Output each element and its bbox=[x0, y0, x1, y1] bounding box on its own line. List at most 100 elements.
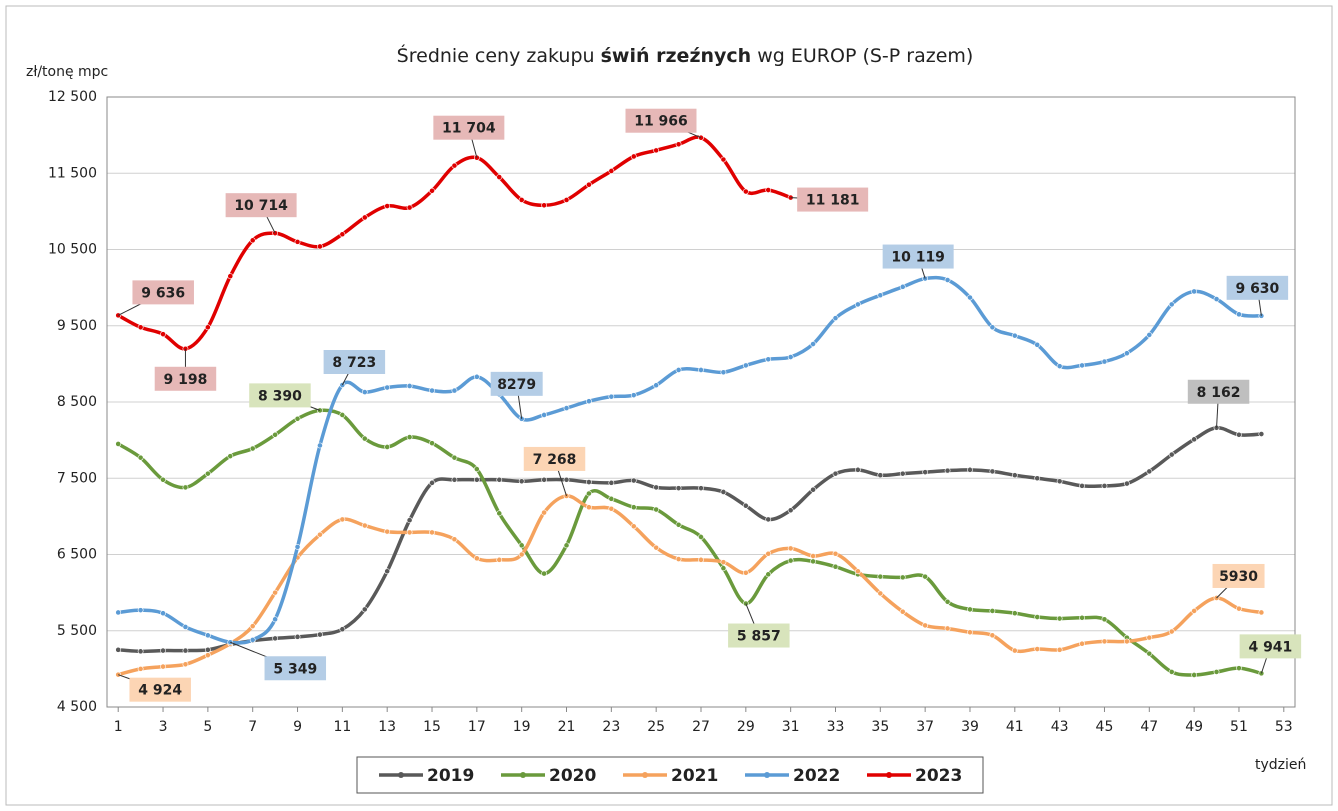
point bbox=[473, 373, 480, 380]
data-label: 4 924 bbox=[138, 683, 182, 699]
point bbox=[765, 550, 772, 557]
label-box bbox=[225, 193, 297, 218]
point bbox=[653, 382, 660, 389]
data-label: 11 181 bbox=[806, 193, 860, 209]
point bbox=[1034, 614, 1041, 620]
point bbox=[406, 529, 413, 536]
x-tick-label: 53 bbox=[1275, 719, 1293, 735]
point bbox=[967, 606, 973, 613]
point bbox=[1101, 638, 1108, 645]
point bbox=[832, 315, 839, 322]
point bbox=[720, 559, 727, 566]
x-tick-label: 1 bbox=[114, 719, 123, 735]
data-label: 8 723 bbox=[332, 355, 376, 371]
point bbox=[137, 607, 144, 614]
point bbox=[877, 472, 884, 479]
point bbox=[1168, 669, 1175, 675]
point bbox=[810, 558, 816, 565]
point bbox=[832, 470, 839, 477]
x-tick-label: 3 bbox=[159, 719, 168, 735]
point bbox=[742, 502, 749, 509]
point bbox=[1101, 358, 1108, 365]
point bbox=[877, 590, 884, 597]
point bbox=[944, 277, 951, 283]
data-label: 4 941 bbox=[1248, 639, 1292, 655]
point bbox=[272, 616, 279, 623]
point bbox=[630, 504, 637, 511]
point bbox=[429, 187, 435, 194]
point bbox=[384, 203, 391, 209]
data-label: 5 857 bbox=[737, 629, 781, 645]
point bbox=[608, 168, 615, 174]
point bbox=[429, 387, 435, 394]
point bbox=[496, 174, 503, 180]
point bbox=[1123, 480, 1130, 487]
x-tick-label: 45 bbox=[1096, 719, 1114, 735]
point bbox=[1213, 669, 1220, 675]
point bbox=[653, 147, 660, 154]
y-tick-label: 7 500 bbox=[57, 470, 97, 486]
point bbox=[989, 324, 996, 331]
point bbox=[518, 478, 525, 485]
point bbox=[182, 647, 189, 654]
data-label: 5 349 bbox=[273, 661, 317, 677]
point bbox=[1146, 331, 1153, 338]
point bbox=[137, 648, 144, 655]
point bbox=[1079, 362, 1085, 369]
point bbox=[227, 453, 234, 460]
point bbox=[922, 469, 929, 476]
x-tick-label: 11 bbox=[333, 719, 351, 735]
point bbox=[675, 485, 682, 492]
point bbox=[810, 486, 816, 493]
point bbox=[473, 476, 480, 483]
point bbox=[160, 647, 166, 654]
point bbox=[899, 470, 906, 477]
label-box bbox=[797, 187, 869, 212]
point bbox=[1011, 647, 1018, 654]
point bbox=[967, 629, 973, 636]
point bbox=[272, 431, 279, 438]
point bbox=[406, 434, 413, 440]
x-tick-label: 47 bbox=[1140, 719, 1158, 735]
point bbox=[115, 441, 122, 447]
legend-label: 2020 bbox=[549, 766, 596, 786]
x-tick-label: 39 bbox=[961, 719, 979, 735]
point bbox=[563, 405, 570, 411]
point bbox=[541, 570, 547, 577]
data-label: 8 390 bbox=[258, 388, 302, 404]
point bbox=[1079, 614, 1085, 621]
data-label: 8279 bbox=[497, 377, 536, 393]
point bbox=[160, 331, 166, 338]
y-tick-label: 10 500 bbox=[48, 242, 97, 258]
label-box bbox=[882, 244, 954, 269]
point bbox=[698, 534, 704, 540]
point bbox=[1011, 610, 1018, 617]
point bbox=[541, 509, 547, 516]
point bbox=[496, 476, 503, 483]
point bbox=[361, 435, 368, 442]
point bbox=[742, 188, 749, 195]
title-part: Średnie ceny zakupu bbox=[397, 43, 601, 67]
point bbox=[339, 516, 346, 523]
point bbox=[249, 637, 256, 643]
point bbox=[1213, 296, 1220, 302]
x-tick-label: 9 bbox=[293, 719, 302, 735]
point bbox=[1236, 311, 1242, 318]
legend-dot bbox=[520, 772, 526, 778]
point bbox=[855, 568, 861, 575]
x-tick-label: 31 bbox=[782, 719, 800, 735]
point bbox=[249, 237, 256, 244]
point bbox=[384, 384, 391, 391]
point bbox=[765, 356, 772, 363]
x-tick-label: 29 bbox=[737, 719, 755, 735]
point bbox=[204, 646, 211, 653]
point bbox=[406, 517, 413, 524]
point bbox=[1101, 482, 1108, 489]
point bbox=[608, 505, 615, 512]
point bbox=[787, 557, 794, 564]
point bbox=[944, 598, 951, 605]
point bbox=[989, 632, 996, 639]
point bbox=[608, 479, 615, 486]
point bbox=[317, 531, 323, 538]
point bbox=[1079, 482, 1085, 489]
